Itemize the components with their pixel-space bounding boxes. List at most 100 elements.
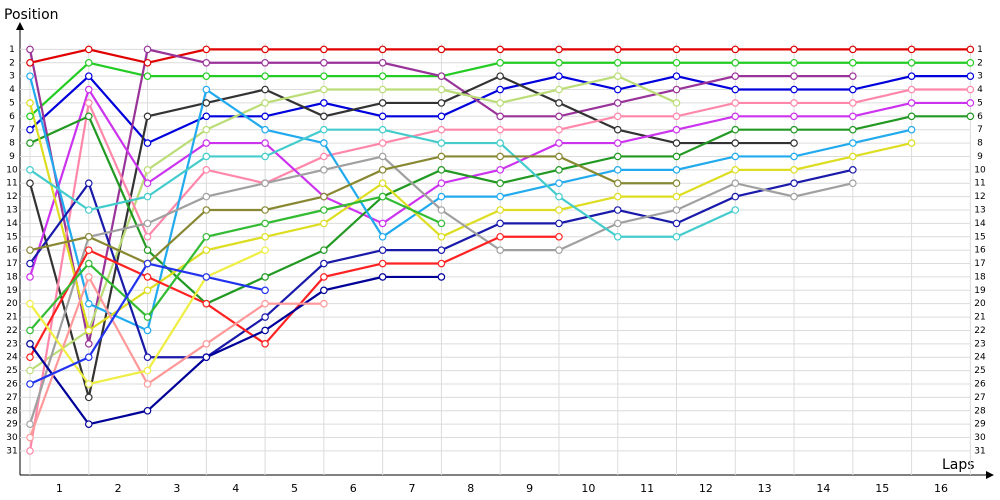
lap-point bbox=[84, 206, 93, 214]
lap-point bbox=[790, 45, 798, 54]
y-tick-label: 6 bbox=[9, 112, 15, 122]
y-tick-label: 16 bbox=[6, 246, 18, 256]
lap-point bbox=[849, 58, 857, 67]
lap-point bbox=[320, 58, 328, 67]
y-tick-label-right: 9 bbox=[977, 152, 983, 162]
lap-point bbox=[143, 353, 152, 362]
lap-point bbox=[261, 45, 269, 54]
lap-point bbox=[672, 219, 681, 228]
lap-point bbox=[731, 99, 740, 107]
y-tick-label: 21 bbox=[6, 313, 17, 323]
lap-point bbox=[437, 259, 446, 268]
y-tick-label: 23 bbox=[6, 339, 17, 349]
lap-point bbox=[731, 192, 740, 201]
lap-point bbox=[966, 112, 975, 121]
lap-point bbox=[26, 125, 34, 134]
lap-point bbox=[261, 139, 269, 147]
lap-point bbox=[555, 58, 563, 67]
lap-point bbox=[378, 232, 387, 241]
lap-point bbox=[261, 99, 269, 107]
lap-point bbox=[672, 232, 681, 241]
lap-point bbox=[613, 192, 622, 201]
lap-point bbox=[143, 219, 152, 228]
lap-point bbox=[731, 85, 740, 94]
lap-point bbox=[26, 166, 34, 174]
y-tick-label: 5 bbox=[9, 98, 15, 108]
series-line bbox=[29, 74, 677, 372]
y-tick-label-right: 30 bbox=[974, 433, 986, 443]
lap-point bbox=[672, 139, 681, 147]
lap-point bbox=[202, 72, 211, 80]
x-tick-label: 9 bbox=[526, 482, 533, 495]
y-tick-label-right: 5 bbox=[977, 98, 983, 108]
lap-point bbox=[378, 219, 387, 228]
lap-point bbox=[378, 125, 387, 134]
lap-point bbox=[790, 192, 798, 201]
series-line bbox=[28, 274, 324, 438]
lap-point bbox=[496, 179, 504, 188]
lap-point bbox=[26, 420, 34, 428]
x-tick-label: 16 bbox=[934, 482, 948, 495]
lap-point bbox=[84, 112, 93, 121]
lap-point bbox=[555, 232, 563, 241]
lap-point bbox=[378, 246, 387, 254]
y-tick-label-right: 26 bbox=[974, 379, 986, 389]
lap-point bbox=[849, 179, 857, 188]
lap-point bbox=[143, 406, 152, 415]
y-tick-label: 8 bbox=[9, 139, 15, 149]
lap-point bbox=[731, 58, 740, 67]
lap-point bbox=[790, 166, 798, 174]
lap-point bbox=[143, 179, 152, 188]
lap-point bbox=[437, 99, 446, 107]
lap-point bbox=[261, 246, 269, 254]
series-line bbox=[28, 75, 912, 333]
lap-point bbox=[261, 112, 269, 121]
y-tick-label-right: 13 bbox=[974, 205, 985, 215]
lap-point bbox=[496, 58, 504, 67]
lap-point bbox=[261, 125, 269, 134]
lap-point bbox=[143, 326, 152, 335]
lap-point bbox=[261, 219, 269, 228]
lap-point bbox=[496, 125, 504, 134]
y-tick-label-right: 15 bbox=[974, 232, 985, 242]
lap-point bbox=[496, 99, 504, 107]
y-tick-label: 26 bbox=[6, 379, 18, 389]
lap-point bbox=[849, 125, 857, 134]
lap-point bbox=[261, 72, 269, 80]
lap-point bbox=[966, 58, 975, 67]
y-tick-label: 29 bbox=[6, 420, 18, 430]
lap-point bbox=[907, 125, 916, 134]
lap-point bbox=[26, 447, 34, 455]
y-axis-title: Position bbox=[4, 7, 59, 23]
lap-point bbox=[202, 340, 211, 348]
lap-point bbox=[84, 393, 93, 402]
lap-point bbox=[261, 299, 269, 308]
x-tick-label: 2 bbox=[115, 482, 122, 495]
lap-point bbox=[437, 246, 446, 254]
x-tick-label: 10 bbox=[581, 482, 595, 495]
lap-point bbox=[672, 72, 681, 80]
y-tick-label: 25 bbox=[6, 366, 17, 376]
lap-point bbox=[143, 72, 152, 80]
lap-point bbox=[261, 58, 269, 67]
y-tick-label-right: 31 bbox=[974, 446, 985, 456]
lap-point bbox=[613, 125, 622, 134]
lap-point bbox=[496, 219, 504, 228]
lap-point bbox=[26, 179, 34, 188]
lap-point bbox=[320, 259, 328, 268]
lap-point bbox=[555, 179, 563, 188]
lap-point bbox=[437, 125, 446, 134]
lap-point bbox=[202, 246, 211, 254]
lap-point bbox=[320, 246, 328, 254]
y-tick-label-right: 4 bbox=[977, 85, 983, 95]
lap-point bbox=[320, 273, 328, 281]
lap-point bbox=[496, 45, 504, 54]
lap-point bbox=[790, 99, 798, 107]
lap-point bbox=[26, 139, 34, 147]
lap-point bbox=[672, 152, 681, 161]
lap-point bbox=[378, 139, 387, 147]
y-tick-label-right: 28 bbox=[974, 406, 986, 416]
lap-point bbox=[555, 246, 563, 254]
lap-point bbox=[790, 152, 798, 161]
lap-point bbox=[731, 72, 740, 80]
